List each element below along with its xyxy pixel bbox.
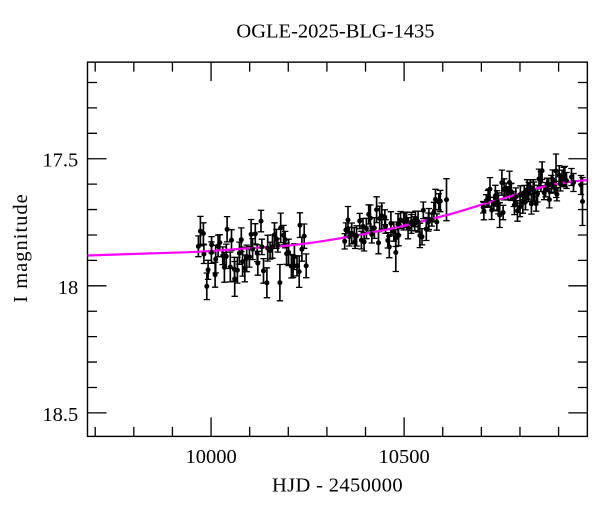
svg-text:HJD - 2450000: HJD - 2450000 bbox=[272, 474, 403, 496]
svg-text:10500: 10500 bbox=[378, 446, 429, 468]
svg-text:18: 18 bbox=[58, 277, 79, 299]
svg-text:I magnitude: I magnitude bbox=[10, 193, 32, 303]
svg-text:17.5: 17.5 bbox=[42, 150, 78, 172]
svg-text:10000: 10000 bbox=[185, 446, 236, 468]
svg-text:18.5: 18.5 bbox=[42, 404, 78, 426]
svg-text:OGLE-2025-BLG-1435: OGLE-2025-BLG-1435 bbox=[236, 21, 434, 43]
